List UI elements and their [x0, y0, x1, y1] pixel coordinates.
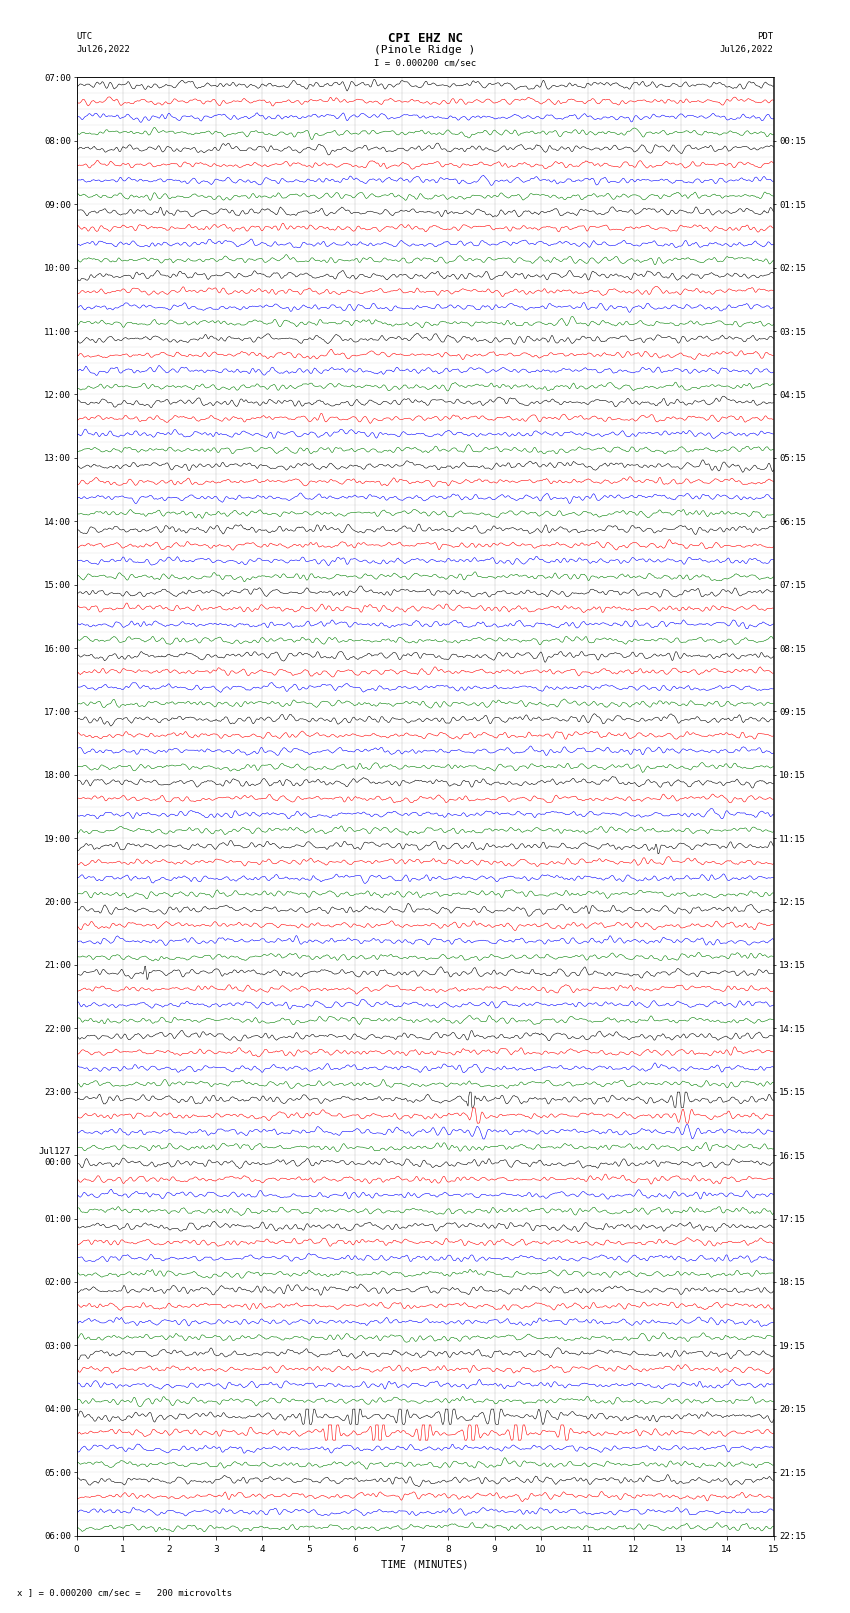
Text: Jul26,2022: Jul26,2022 [76, 45, 130, 55]
Text: CPI EHZ NC: CPI EHZ NC [388, 32, 462, 45]
Text: (Pinole Ridge ): (Pinole Ridge ) [374, 45, 476, 55]
Text: I = 0.000200 cm/sec: I = 0.000200 cm/sec [374, 58, 476, 68]
X-axis label: TIME (MINUTES): TIME (MINUTES) [382, 1560, 468, 1569]
Text: x ] = 0.000200 cm/sec =   200 microvolts: x ] = 0.000200 cm/sec = 200 microvolts [17, 1587, 232, 1597]
Text: Jul26,2022: Jul26,2022 [720, 45, 774, 55]
Text: PDT: PDT [757, 32, 774, 42]
Text: UTC: UTC [76, 32, 93, 42]
